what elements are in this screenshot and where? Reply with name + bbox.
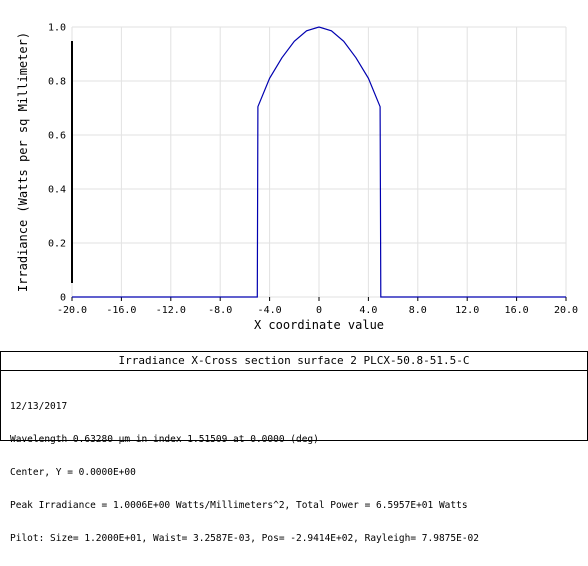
x-tick-label: 0: [316, 305, 322, 316]
x-tick-label: 8.0: [409, 305, 427, 316]
x-tick-label: -8.0: [208, 305, 232, 316]
x-tick-label: 20.0: [554, 305, 578, 316]
info-panel: Irradiance X-Cross section surface 2 PLC…: [0, 351, 588, 544]
y-axis-title: Irradiance (Watts per sq Millimeter): [16, 32, 30, 292]
x-tick-label: -20.0: [57, 305, 87, 316]
x-tick-label: -16.0: [106, 305, 136, 316]
panel-title: Irradiance X-Cross section surface 2 PLC…: [1, 352, 587, 371]
y-tick-label: 0: [60, 293, 66, 304]
series-layer: [72, 26, 566, 298]
x-tick-labels: -20.0 -16.0 -12.0 -8.0 -4.0 0 4.0 8.0 12.0 16.0 20…: [57, 305, 578, 316]
irradiance-plot: -20.0 -16.0 -12.0 -8.0 -4.0 0 4.0 8.0 12.0 16.0 20…: [16, 23, 578, 333]
chart-canvas: -20.0 -16.0 -12.0 -8.0 -4.0 0 4.0 8.0 12.0 16.0 20…: [16, 23, 578, 333]
x-tick-label: 16.0: [505, 305, 529, 316]
panel-lines: 12/13/2017 Wavelength 0.63280 µm in inde…: [1, 371, 587, 566]
x-tick-label: 4.0: [359, 305, 377, 316]
y-tick-label: 0.8: [48, 77, 66, 88]
y-tick-label: 1.0: [48, 23, 66, 34]
x-tick-label: -4.0: [258, 305, 282, 316]
panel-line-peak: Peak Irradiance = 1.0006E+00 Watts/Milli…: [10, 500, 468, 511]
x-tick-label: 12.0: [455, 305, 479, 316]
x-axis-title: X coordinate value: [254, 318, 384, 332]
axes: [71, 41, 567, 301]
y-tick-labels: 0 0.2 0.4 0.6 0.8 1.0: [48, 23, 66, 304]
panel-line-pilot: Pilot: Size= 1.2000E+01, Waist= 3.2587E-…: [10, 533, 479, 544]
panel-line-date: 12/13/2017: [10, 401, 68, 412]
x-tick-label: -12.0: [156, 305, 186, 316]
y-tick-label: 0.6: [48, 131, 66, 142]
irradiance-series-line: [72, 26, 566, 298]
y-tick-label: 0.2: [48, 239, 66, 250]
grid: [71, 26, 567, 298]
panel-line-wavelength: Wavelength 0.63280 µm in index 1.51509 a…: [10, 434, 319, 445]
panel-line-center: Center, Y = 0.0000E+00: [10, 467, 136, 478]
y-tick-label: 0.4: [48, 185, 66, 196]
